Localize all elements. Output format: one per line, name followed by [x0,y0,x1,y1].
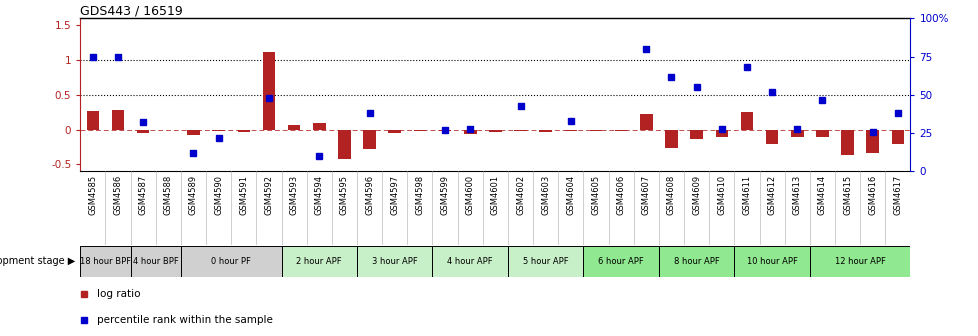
Text: GSM4604: GSM4604 [565,175,575,215]
Text: GSM4605: GSM4605 [591,175,600,215]
Bar [740,112,752,130]
Text: 18 hour BPF: 18 hour BPF [80,257,131,266]
Bar [765,130,778,143]
Text: GSM4613: GSM4613 [792,175,801,215]
Bar [238,130,249,132]
Bar [489,130,501,132]
Bar [388,130,401,133]
Text: GSM4610: GSM4610 [717,175,726,215]
Text: GSM4592: GSM4592 [264,175,273,215]
Bar [313,123,326,130]
Text: GSM4596: GSM4596 [365,175,374,215]
Bar [86,111,99,130]
Text: 12 hour APF: 12 hour APF [834,257,885,266]
Bar [288,125,300,130]
FancyBboxPatch shape [130,246,181,277]
Text: GDS443 / 16519: GDS443 / 16519 [80,4,183,17]
Bar [790,130,803,137]
Text: 2 hour APF: 2 hour APF [296,257,341,266]
Bar [715,130,728,137]
Text: GSM4617: GSM4617 [893,175,902,215]
FancyBboxPatch shape [181,246,282,277]
Text: 10 hour APF: 10 hour APF [746,257,797,266]
Text: GSM4587: GSM4587 [139,175,148,215]
Text: 8 hour APF: 8 hour APF [673,257,719,266]
Text: GSM4585: GSM4585 [88,175,97,215]
FancyBboxPatch shape [80,246,130,277]
Bar [564,130,577,131]
Text: GSM4616: GSM4616 [867,175,876,215]
Text: 6 hour APF: 6 hour APF [598,257,644,266]
FancyBboxPatch shape [809,246,910,277]
Text: GSM4586: GSM4586 [113,175,122,215]
FancyBboxPatch shape [734,246,809,277]
Bar [513,130,526,131]
Text: GSM4599: GSM4599 [440,175,449,215]
Bar [337,130,350,159]
Text: GSM4590: GSM4590 [214,175,223,215]
Bar [891,130,904,143]
Text: GSM4588: GSM4588 [163,175,173,215]
FancyBboxPatch shape [432,246,508,277]
Bar [413,130,425,131]
Bar [212,130,225,131]
Text: GSM4602: GSM4602 [515,175,524,215]
Text: 3 hour APF: 3 hour APF [372,257,418,266]
Text: GSM4607: GSM4607 [642,175,650,215]
FancyBboxPatch shape [357,246,432,277]
Bar [539,130,552,132]
Text: GSM4615: GSM4615 [842,175,851,215]
Bar [438,130,451,131]
Text: GSM4608: GSM4608 [666,175,675,215]
Bar [187,130,200,135]
Bar [840,130,853,155]
Bar [363,130,376,149]
Bar [589,130,601,131]
Text: GSM4595: GSM4595 [339,175,348,215]
Text: GSM4593: GSM4593 [289,175,298,215]
Text: GSM4594: GSM4594 [315,175,324,215]
Text: 5 hour APF: 5 hour APF [522,257,568,266]
Text: percentile rank within the sample: percentile rank within the sample [97,314,273,325]
Text: 4 hour APF: 4 hour APF [447,257,493,266]
Text: GSM4612: GSM4612 [767,175,776,215]
FancyBboxPatch shape [658,246,734,277]
Text: GSM4606: GSM4606 [616,175,625,215]
Text: GSM4600: GSM4600 [466,175,474,215]
Text: GSM4609: GSM4609 [691,175,700,215]
Bar [137,130,150,133]
Bar [111,110,124,130]
Text: 4 hour BPF: 4 hour BPF [133,257,178,266]
Bar [866,130,878,153]
FancyBboxPatch shape [282,246,357,277]
Bar [640,114,652,130]
Bar [614,130,627,131]
FancyBboxPatch shape [508,246,583,277]
FancyBboxPatch shape [583,246,658,277]
Text: GSM4603: GSM4603 [541,175,550,215]
Text: GSM4601: GSM4601 [490,175,500,215]
Bar [664,130,677,149]
Text: GSM4597: GSM4597 [390,175,399,215]
Bar [816,130,827,137]
Text: development stage ▶: development stage ▶ [0,256,75,266]
Text: GSM4614: GSM4614 [817,175,826,215]
Text: GSM4589: GSM4589 [189,175,198,215]
Text: log ratio: log ratio [97,289,140,299]
Text: 0 hour PF: 0 hour PF [211,257,251,266]
Bar [689,130,702,139]
Text: GSM4611: GSM4611 [741,175,751,215]
Text: GSM4598: GSM4598 [415,175,424,215]
Text: GSM4591: GSM4591 [239,175,248,215]
Bar [262,52,275,130]
Bar [464,130,476,134]
